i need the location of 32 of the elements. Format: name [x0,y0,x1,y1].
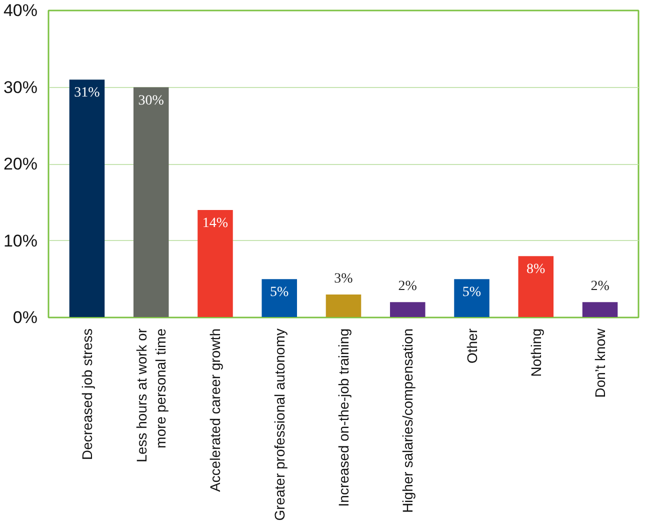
bar [198,210,233,318]
x-tick-label: Less hours at work or more personal time [134,328,169,462]
x-tick-label: Decreased job stress [78,328,95,460]
data-label: 2% [590,279,610,294]
bar [582,302,618,318]
x-tick-label: Greater professional autonomy [271,328,288,521]
x-tick-label: Higher salaries/compensation [400,328,416,513]
data-label: 2% [398,279,418,294]
bar [262,279,298,318]
bar [326,294,362,318]
data-label: 31% [74,86,100,101]
y-tick-label: 40% [3,1,38,20]
data-label: 5% [462,285,482,300]
y-tick-label: 10% [3,231,38,250]
data-label: 30% [138,93,164,108]
y-tick-label: 20% [3,154,38,174]
x-tick-label: Nothing [528,328,544,377]
data-label: 14% [202,216,228,232]
bar [454,279,490,318]
bar [518,256,554,318]
data-label: 5% [270,285,290,300]
data-label: 8% [526,262,546,278]
data-label: 3% [334,271,354,286]
x-tick-label: Other [464,328,480,364]
bar [390,302,426,318]
x-tick-label: Accelerated career growth [207,328,224,492]
y-tick-label: 0% [12,308,38,327]
bar [133,87,169,318]
y-tick-label: 30% [3,78,38,97]
x-tick-label: Increased on-the-job training [336,328,352,507]
bar [69,80,105,318]
x-tick-label: Don’t know [592,328,608,398]
